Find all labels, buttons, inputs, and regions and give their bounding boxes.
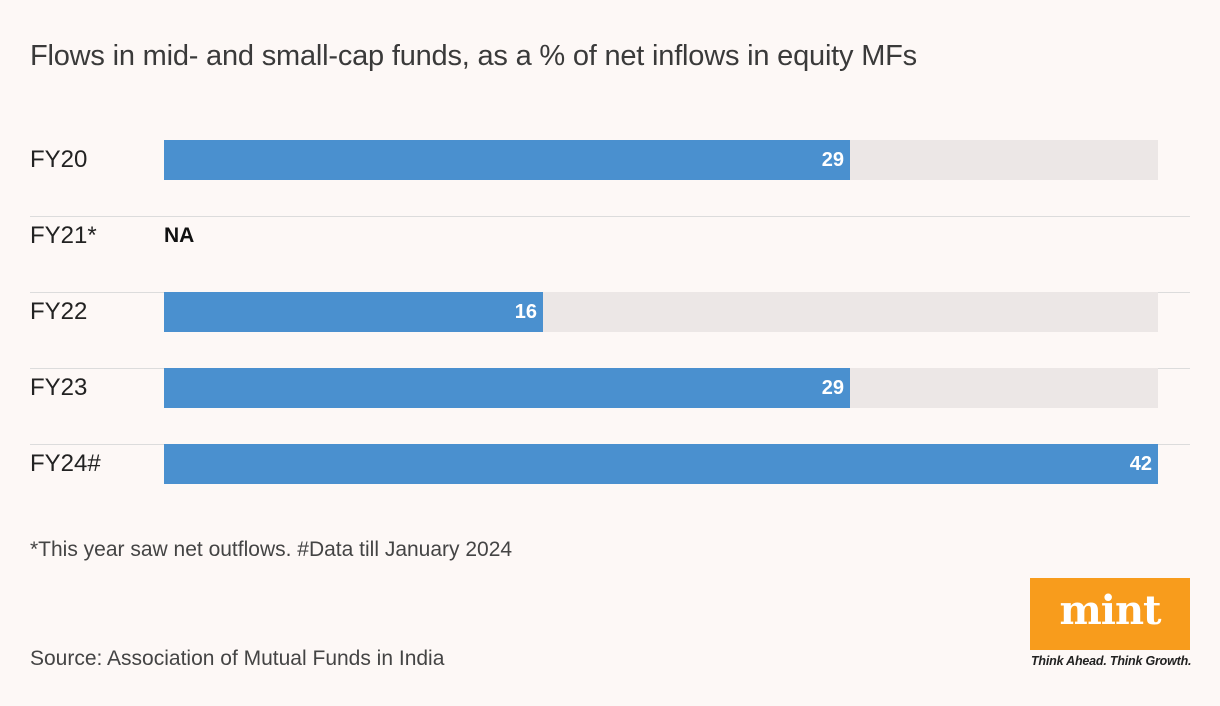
bar-track: 16 [164, 292, 1158, 332]
bar-row: FY23 29 [30, 368, 1190, 445]
bar-value-label: 29 [821, 377, 844, 399]
chart-title: Flows in mid- and small-cap funds, as a … [30, 40, 917, 72]
na-value-label: NA [164, 224, 195, 247]
bar-value-label: 42 [1129, 453, 1152, 475]
bar: 29 [164, 140, 850, 180]
category-label: FY22 [30, 298, 88, 325]
chart-footnote: *This year saw net outflows. #Data till … [30, 538, 513, 561]
bar-track: 29 [164, 368, 1158, 408]
bar-row: FY24# 42 [30, 444, 1190, 520]
bar-row: FY22 16 [30, 292, 1190, 369]
bar: 29 [164, 368, 850, 408]
bar-row: FY20 29 [30, 140, 1190, 217]
mint-logo-text: mint [1059, 587, 1161, 634]
chart-source: Source: Association of Mutual Funds in I… [30, 647, 445, 670]
bar-value-label: 16 [514, 301, 537, 323]
bar-track: 29 [164, 140, 1158, 180]
mint-tagline: Think Ahead. Think Growth. [1031, 654, 1192, 668]
category-label: FY21* [30, 222, 97, 249]
bar-track: 42 [164, 444, 1158, 484]
category-label: FY24# [30, 450, 101, 477]
bar: 42 [164, 444, 1158, 484]
bar: 16 [164, 292, 543, 332]
bar-row: FY21* NA [30, 216, 1190, 293]
bar-value-label: 29 [821, 149, 844, 171]
mint-logo: mint [1030, 578, 1190, 650]
category-label: FY23 [30, 374, 88, 401]
category-label: FY20 [30, 146, 88, 173]
